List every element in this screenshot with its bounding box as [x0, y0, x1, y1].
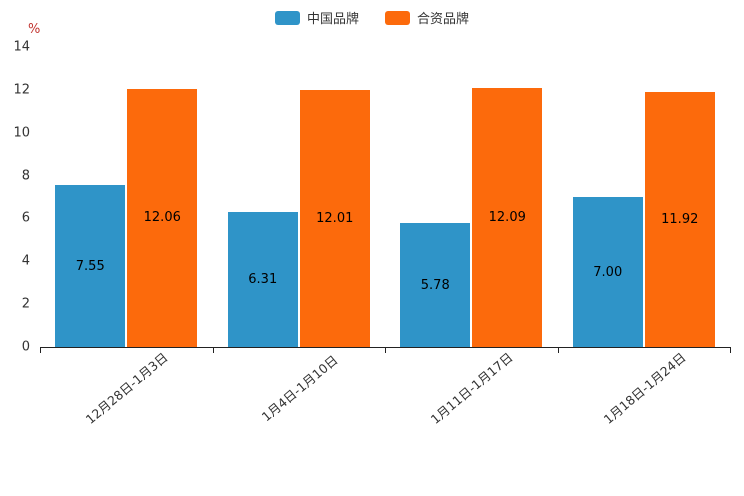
- bar-value-label: 7.55: [75, 258, 105, 274]
- y-tick-label: 4: [21, 253, 30, 269]
- bar-series-0: 7.55: [55, 185, 126, 347]
- bar-value-label: 12.06: [143, 210, 181, 226]
- y-axis-unit-label: %: [28, 22, 41, 37]
- bar-group: 6.31 12.01: [213, 47, 386, 347]
- legend-item-joint-venture-brand[interactable]: 合资品牌: [385, 8, 469, 27]
- y-tick-label: 6: [21, 210, 30, 226]
- y-tick-label: 12: [13, 82, 30, 98]
- bar-group: 7.55 12.06: [40, 47, 213, 347]
- bar-series-1: 12.09: [472, 87, 543, 347]
- bar-groups: 7.55 12.06 6.31 12.01 5.78 12.09 7.00 11.92: [40, 47, 730, 347]
- x-axis-labels: 12月28日-1月3日 1月4日-1月10日 1月11日-1月17日 1月18日-1月…: [40, 348, 730, 478]
- y-tick-label: 8: [21, 168, 30, 184]
- bar-series-0: 5.78: [400, 223, 471, 347]
- x-category-label: 1月11日-1月17日: [427, 349, 516, 427]
- legend-item-china-brand[interactable]: 中国品牌: [274, 8, 359, 27]
- legend-swatch-icon: [385, 10, 410, 25]
- x-category-label: 1月4日-1月10日: [258, 352, 341, 425]
- x-category-label: 1月18日-1月24日: [600, 349, 689, 427]
- x-tick-mark: [212, 347, 214, 353]
- legend: 中国品牌 合资品牌: [0, 8, 744, 27]
- bar-value-label: 12.01: [316, 210, 354, 226]
- bar-value-label: 11.92: [661, 211, 699, 227]
- bar-value-label: 7.00: [593, 264, 623, 280]
- y-tick-label: 0: [21, 339, 30, 355]
- bar-value-label: 5.78: [420, 277, 450, 293]
- bar-series-1: 12.01: [299, 89, 370, 347]
- x-tick-mark: [385, 347, 386, 353]
- bar-group: 7.00 11.92: [558, 47, 731, 347]
- x-category-label: 12月28日-1月3日: [82, 349, 171, 427]
- x-tick-mark: [40, 347, 41, 353]
- legend-swatch-icon: [274, 10, 300, 25]
- legend-label: 合资品牌: [417, 12, 470, 27]
- bar-value-label: 12.09: [488, 209, 526, 225]
- y-tick-label: 10: [13, 125, 30, 141]
- y-tick-label: 2: [21, 296, 30, 312]
- bar-series-0: 7.00: [572, 197, 643, 347]
- bar-series-1: 12.06: [127, 88, 198, 347]
- x-tick-mark: [730, 347, 731, 353]
- plot-area: 7.55 12.06 6.31 12.01 5.78 12.09 7.00 11.92 0 2 4…: [13, 40, 731, 355]
- y-tick-label: 14: [13, 39, 30, 55]
- legend-label: 中国品牌: [306, 12, 359, 27]
- bar-series-1: 11.92: [644, 91, 715, 347]
- bar-value-label: 6.31: [248, 271, 278, 287]
- bar-group: 5.78 12.09: [385, 47, 558, 347]
- bar-series-0: 6.31: [227, 211, 298, 347]
- x-tick-mark: [557, 347, 559, 353]
